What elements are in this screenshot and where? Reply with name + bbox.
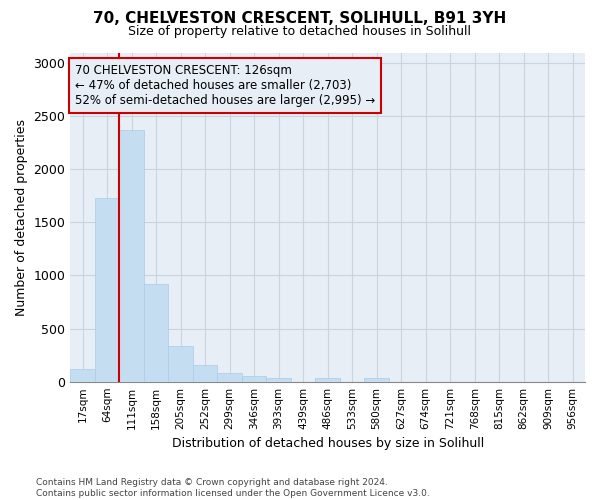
X-axis label: Distribution of detached houses by size in Solihull: Distribution of detached houses by size …	[172, 437, 484, 450]
Text: 70, CHELVESTON CRESCENT, SOLIHULL, B91 3YH: 70, CHELVESTON CRESCENT, SOLIHULL, B91 3…	[94, 11, 506, 26]
Bar	[169, 346, 193, 382]
Bar	[119, 130, 144, 382]
Bar	[144, 284, 169, 382]
Text: Contains HM Land Registry data © Crown copyright and database right 2024.
Contai: Contains HM Land Registry data © Crown c…	[36, 478, 430, 498]
Text: 70 CHELVESTON CRESCENT: 126sqm
← 47% of detached houses are smaller (2,703)
52% : 70 CHELVESTON CRESCENT: 126sqm ← 47% of …	[75, 64, 376, 107]
Y-axis label: Number of detached properties: Number of detached properties	[15, 118, 28, 316]
Bar	[193, 365, 217, 382]
Bar	[266, 378, 291, 382]
Bar	[217, 373, 242, 382]
Bar	[95, 198, 119, 382]
Bar	[364, 378, 389, 382]
Text: Size of property relative to detached houses in Solihull: Size of property relative to detached ho…	[128, 25, 472, 38]
Bar	[316, 378, 340, 382]
Bar	[242, 376, 266, 382]
Bar	[70, 369, 95, 382]
